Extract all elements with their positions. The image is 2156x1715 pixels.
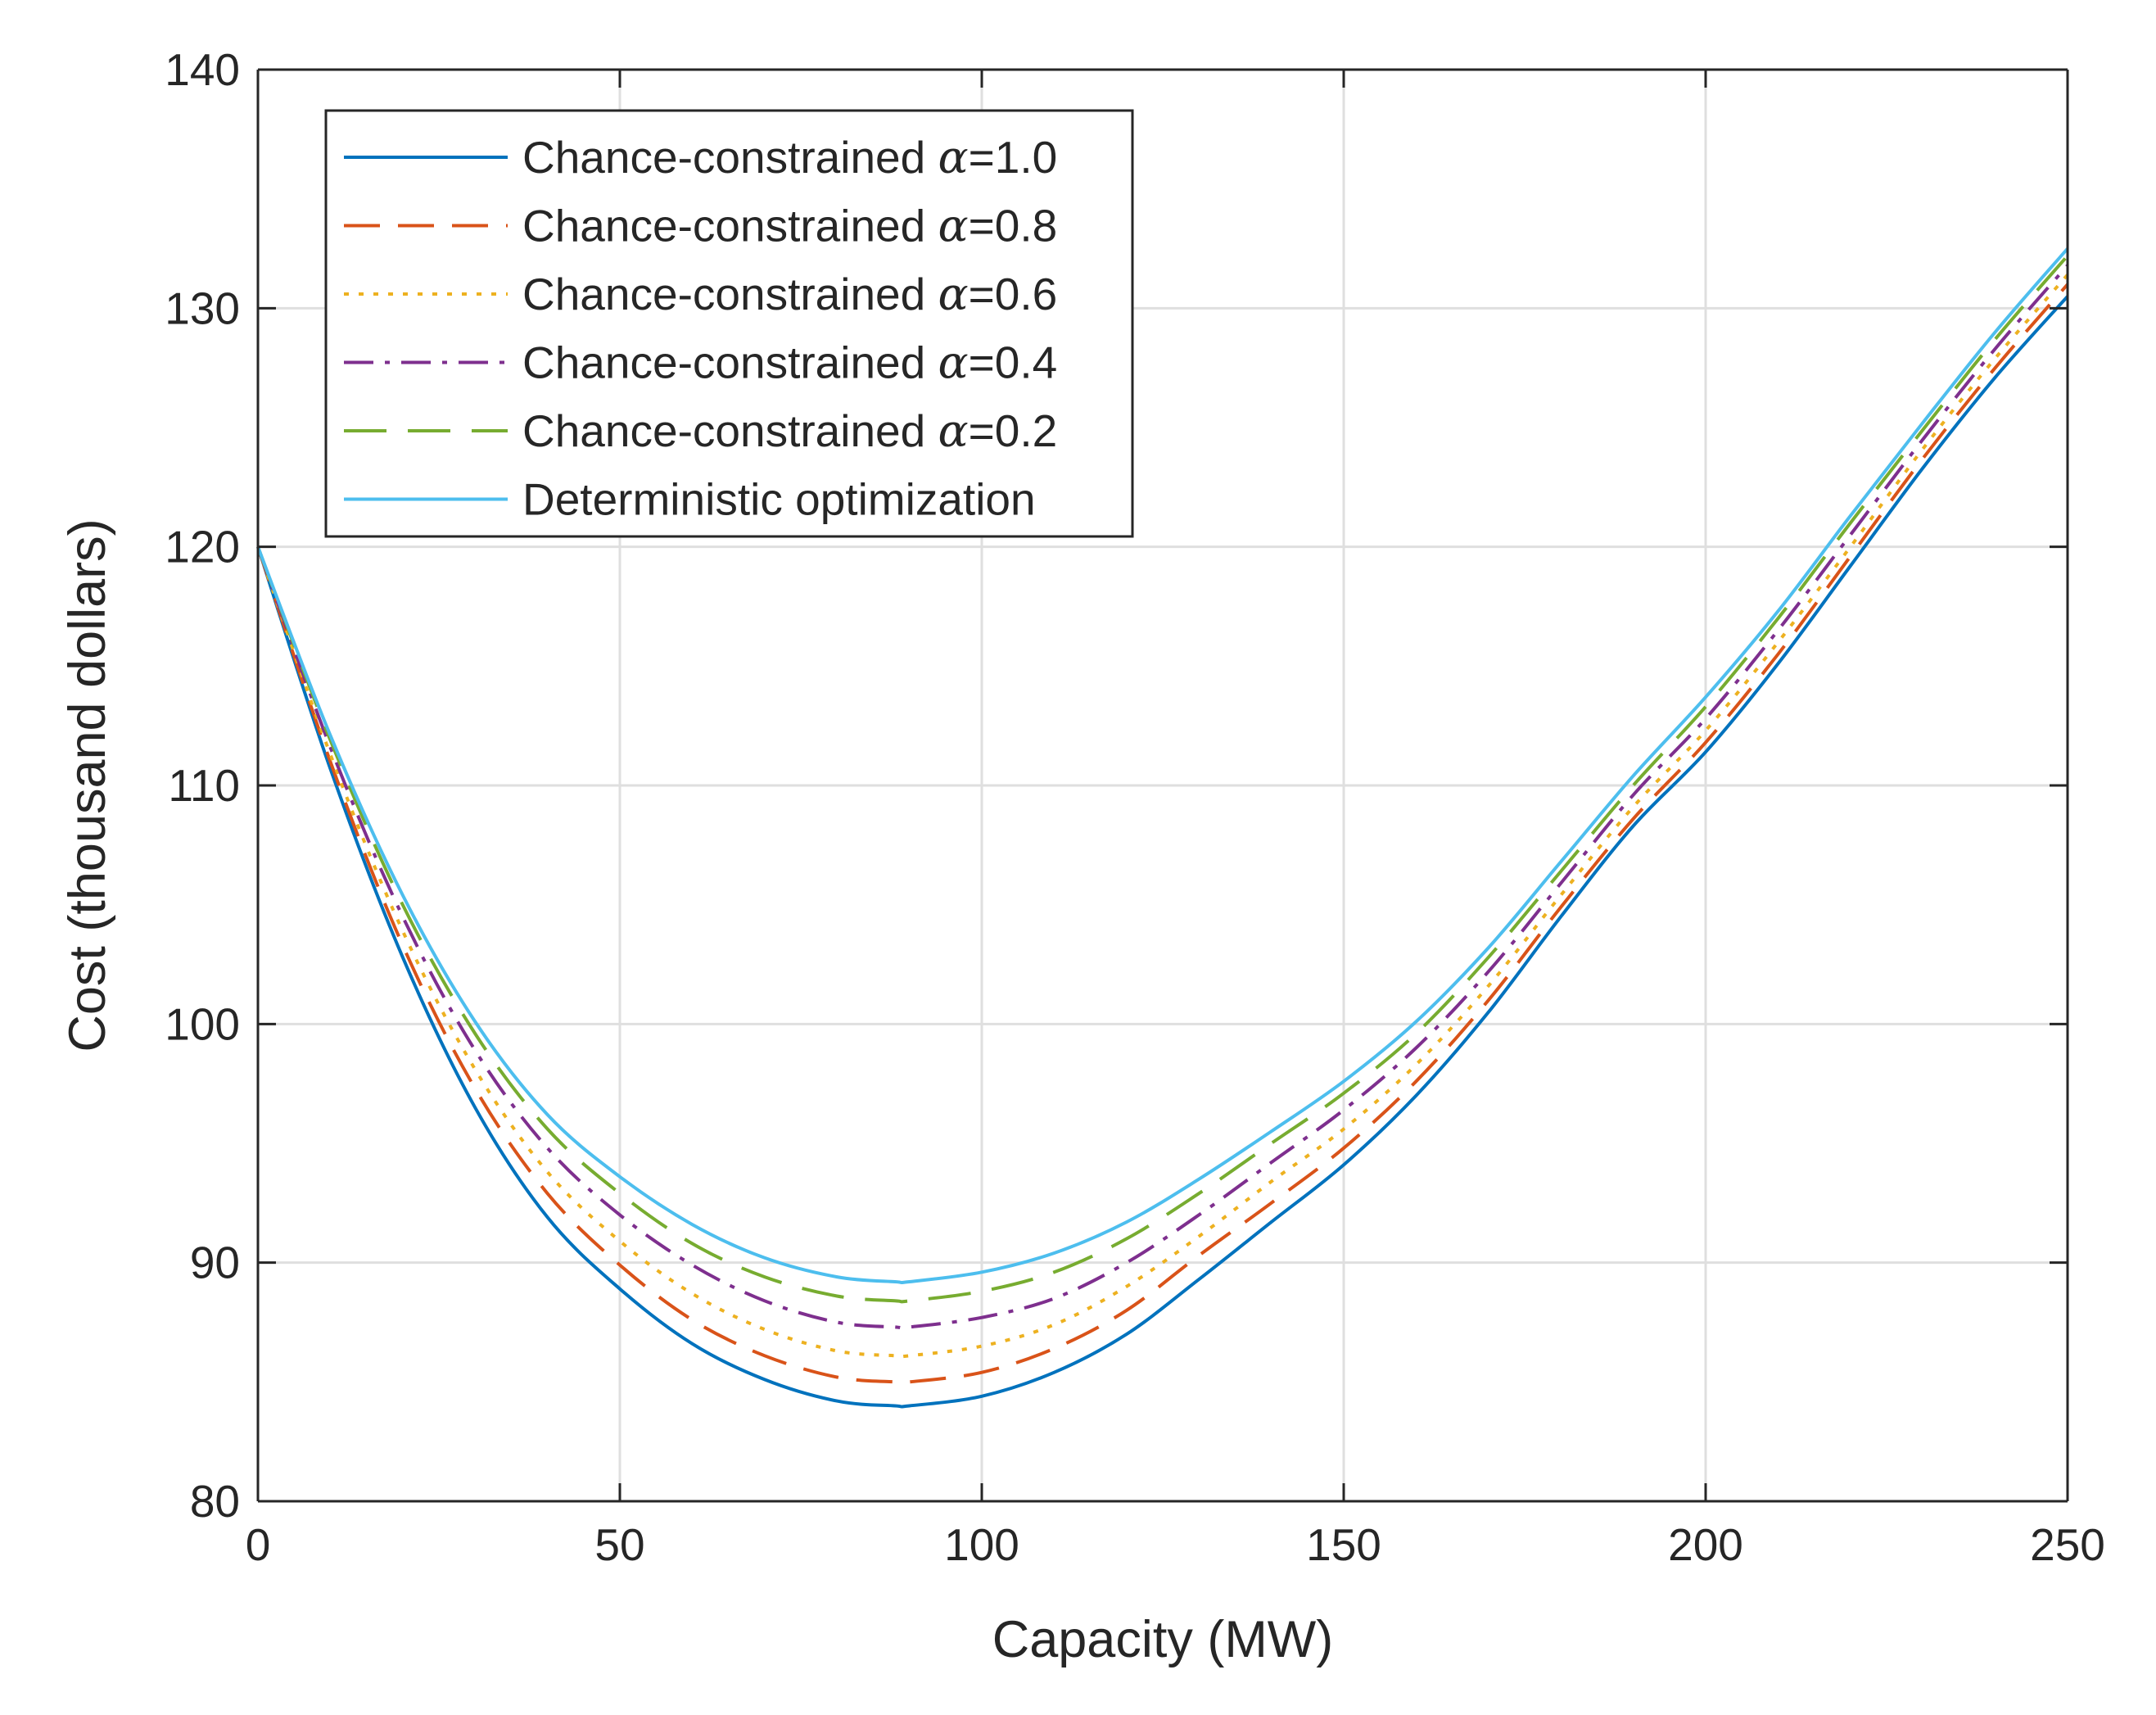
x-tick-label: 150	[1306, 1519, 1381, 1570]
legend-label-3: Chance-constrained α=0.6	[522, 268, 1057, 320]
series-line-3	[256, 274, 2069, 1359]
series-line-5	[256, 254, 2069, 1304]
legend-label-6: Deterministic optimization	[522, 474, 1036, 525]
legend-label-value: =0.4	[969, 337, 1058, 388]
legend: Chance-constrained α=1.0Chance-constrain…	[324, 109, 1134, 538]
y-tick-label: 90	[190, 1238, 240, 1288]
series-line-6	[256, 247, 2069, 1285]
x-tick-label: 50	[594, 1519, 644, 1570]
alpha-symbol: α	[938, 337, 969, 389]
x-tick-label: 100	[944, 1519, 1019, 1570]
y-tick-label: 80	[190, 1476, 240, 1527]
axes	[256, 68, 2069, 1503]
legend-label-1: Chance-constrained α=1.0	[522, 131, 1057, 183]
alpha-symbol: α	[938, 405, 969, 457]
series-line-4	[256, 264, 2069, 1330]
legend-label-text: Chance-constrained	[522, 269, 938, 319]
legend-label-4: Chance-constrained α=0.4	[522, 337, 1057, 389]
x-tick-label: 250	[2030, 1519, 2105, 1570]
legend-box	[324, 109, 1134, 538]
y-tick-label: 100	[165, 998, 240, 1049]
x-tick-label: 200	[1668, 1519, 1743, 1570]
legend-label-value: =0.6	[969, 269, 1058, 319]
legend-label-5: Chance-constrained α=0.2	[522, 405, 1057, 457]
series-line-1	[256, 295, 2069, 1409]
legend-label-text: Chance-constrained	[522, 132, 938, 183]
y-tick-label: 130	[165, 283, 240, 333]
legend-label-value: =0.2	[969, 405, 1058, 456]
series-line-2	[256, 283, 2069, 1385]
x-axis-label: Capacity (MW)	[992, 1611, 1334, 1668]
legend-label-text: Deterministic optimization	[522, 474, 1036, 525]
legend-label-text: Chance-constrained	[522, 201, 938, 251]
legend-label-value: =1.0	[969, 132, 1058, 183]
series-lines	[256, 247, 2069, 1409]
alpha-symbol: α	[938, 268, 969, 320]
y-tick-label: 120	[165, 522, 240, 572]
legend-label-value: =0.8	[969, 201, 1058, 251]
y-tick-label: 140	[165, 44, 240, 95]
x-tick-label: 0	[246, 1519, 271, 1570]
tick-labels: 0 50 100 150 200 250 80 90 100 110 120 130 140	[165, 44, 2105, 1570]
alpha-symbol: α	[938, 200, 969, 252]
legend-label-2: Chance-constrained α=0.8	[522, 200, 1057, 252]
legend-label-text: Chance-constrained	[522, 337, 938, 388]
y-axis-label: Cost (thousand dollars)	[59, 518, 116, 1052]
legend-label-text: Chance-constrained	[522, 405, 938, 456]
grid-lines	[258, 70, 2068, 1501]
alpha-symbol: α	[938, 131, 969, 183]
y-tick-label: 110	[168, 760, 240, 811]
